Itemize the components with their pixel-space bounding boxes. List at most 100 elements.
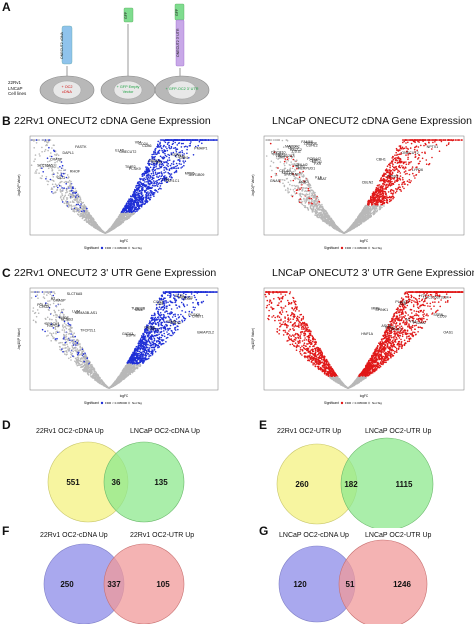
- data-point: [183, 164, 185, 167]
- gene-label: GREM1: [148, 159, 161, 163]
- data-point: [311, 211, 314, 213]
- data-point: [145, 172, 148, 174]
- data-point: [435, 143, 438, 146]
- data-point: [275, 166, 278, 169]
- data-point: [381, 192, 384, 194]
- data-point: [178, 159, 180, 161]
- data-point: [273, 149, 275, 152]
- data-point: [401, 183, 403, 186]
- data-point: [44, 140, 46, 143]
- data-point: [185, 145, 187, 148]
- data-point: [153, 185, 155, 187]
- data-point: [141, 175, 144, 177]
- data-point: [396, 180, 398, 182]
- data-point: [70, 180, 72, 183]
- data-point: [360, 222, 363, 224]
- data-point: [60, 169, 62, 172]
- data-point: [61, 201, 64, 203]
- data-point: [309, 205, 312, 207]
- data-point: [385, 168, 388, 170]
- data-point: [140, 204, 142, 206]
- data-point: [126, 203, 128, 205]
- data-point: [182, 142, 184, 145]
- data-point: [166, 149, 169, 152]
- data-point: [271, 169, 273, 172]
- data-point: [54, 153, 56, 156]
- data-point: [65, 200, 67, 202]
- data-point: [442, 139, 445, 141]
- data-point: [168, 154, 171, 157]
- data-point: [175, 148, 178, 150]
- data-point: [143, 185, 146, 187]
- data-point: [306, 178, 309, 180]
- data-point: [57, 167, 59, 169]
- y-axis-label: -log10(P Value): [251, 175, 255, 197]
- data-point: [124, 216, 127, 219]
- gene-label: PMAIP1: [194, 147, 207, 151]
- data-point: [152, 177, 154, 180]
- data-point: [384, 193, 387, 196]
- data-point: [311, 200, 313, 203]
- data-point: [425, 159, 428, 161]
- data-point: [402, 178, 404, 181]
- data-point: [295, 192, 298, 194]
- data-point: [292, 179, 295, 182]
- data-point: [175, 169, 178, 172]
- data-point: [389, 185, 392, 187]
- data-point: [73, 207, 76, 210]
- data-point: [164, 161, 166, 164]
- data-point: [291, 195, 294, 198]
- data-point: [377, 184, 379, 186]
- data-point: [158, 149, 161, 152]
- data-point: [141, 192, 143, 195]
- data-point: [53, 185, 56, 188]
- data-point: [141, 183, 144, 186]
- data-point: [358, 213, 361, 216]
- data-point: [164, 166, 166, 169]
- data-point: [312, 195, 314, 197]
- data-point: [174, 155, 177, 157]
- data-point: [55, 164, 57, 166]
- data-point: [414, 140, 416, 143]
- data-point: [184, 160, 187, 162]
- data-point: [67, 194, 70, 196]
- data-point: [399, 158, 402, 160]
- data-point: [389, 175, 392, 178]
- data-point: [379, 193, 381, 195]
- data-point: [421, 151, 423, 154]
- data-point: [153, 156, 155, 159]
- data-point: [78, 210, 80, 213]
- data-point: [72, 194, 74, 196]
- data-point: [202, 139, 205, 141]
- data-point: [322, 220, 324, 222]
- data-point: [387, 191, 390, 193]
- data-point: [35, 172, 38, 174]
- data-point: [147, 183, 150, 185]
- data-point: [192, 154, 195, 156]
- data-point: [216, 139, 218, 141]
- data-point: [140, 193, 143, 196]
- data-point: [148, 196, 150, 198]
- data-point: [287, 191, 289, 194]
- data-point: [169, 174, 172, 176]
- y-axis-label: -log10(P Value): [17, 175, 21, 197]
- data-point: [153, 195, 155, 197]
- data-point: [158, 182, 161, 184]
- data-point: [367, 211, 369, 213]
- data-point: [440, 140, 443, 143]
- data-point: [289, 183, 291, 186]
- data-point: [153, 162, 156, 165]
- legend-ns-swatch: [127, 246, 131, 250]
- data-point: [170, 163, 173, 165]
- data-point: [399, 166, 402, 169]
- data-point: [170, 152, 172, 154]
- data-point: [130, 200, 133, 203]
- data-point: [160, 171, 163, 173]
- data-point: [326, 223, 329, 225]
- data-point: [69, 185, 71, 188]
- data-point: [273, 151, 276, 153]
- data-point: [130, 204, 132, 207]
- gene-label: PCSK9: [129, 167, 141, 171]
- data-point: [407, 148, 409, 150]
- data-point: [390, 199, 393, 201]
